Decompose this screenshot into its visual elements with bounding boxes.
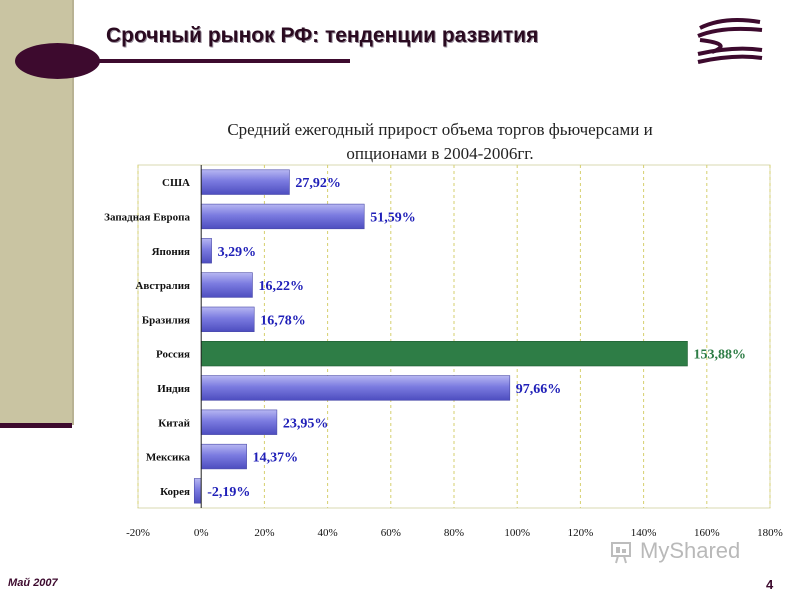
x-tick-label: 120%: [568, 527, 594, 539]
bar-0: [200, 169, 290, 195]
x-tick-label: 40%: [318, 527, 338, 539]
bar-8: [200, 443, 247, 470]
data-label: 27,92%: [295, 176, 341, 191]
x-tick-label: 140%: [631, 527, 657, 539]
data-label: 16,22%: [258, 279, 304, 294]
title-underline: [95, 59, 350, 63]
bar-9: [193, 478, 202, 504]
data-label: 153,88%: [693, 348, 746, 363]
bar-3: [200, 272, 253, 298]
bar-4: [200, 306, 255, 332]
category-label: Мексика: [146, 452, 191, 464]
sidebar-divider: [0, 423, 72, 428]
x-tick-label: 160%: [694, 527, 720, 539]
category-label: Япония: [152, 246, 190, 258]
category-label: Индия: [157, 383, 190, 395]
category-label: Корея: [160, 486, 190, 498]
x-tick-label: -20%: [126, 527, 150, 539]
category-label: Китай: [158, 417, 190, 429]
x-tick-label: 100%: [504, 527, 530, 539]
sidebar-edge: [72, 0, 74, 425]
data-label: -2,19%: [207, 485, 250, 500]
data-label: 14,37%: [253, 451, 298, 466]
data-label: 23,95%: [283, 416, 329, 431]
myshared-logo-icon: [611, 542, 631, 564]
category-label: Россия: [156, 349, 190, 361]
x-tick-label: 60%: [381, 527, 401, 539]
x-tick-label: 180%: [757, 527, 783, 539]
data-label: 97,66%: [516, 382, 562, 397]
category-label: США: [162, 177, 190, 189]
footer-date: Май 2007: [8, 577, 58, 589]
bar-5: [200, 341, 688, 367]
category-label: Австралия: [135, 280, 190, 292]
x-tick-label: 20%: [254, 527, 274, 539]
chart-title-line: Средний ежегодный прирост объема торгов …: [227, 120, 652, 139]
title-ellipse-decoration: [15, 43, 100, 79]
data-label: 16,78%: [260, 313, 306, 328]
bar-7: [200, 409, 278, 435]
slide-title: Срочный рынок РФ: тенденции развития: [106, 24, 539, 47]
x-tick-label: 80%: [444, 527, 464, 539]
page-number: 4: [766, 577, 774, 592]
bar-1: [200, 203, 365, 230]
chart-title-line: опционами в 2004-2006гг.: [346, 144, 533, 163]
category-label: Западная Европа: [104, 211, 190, 223]
category-label: Бразилия: [142, 314, 190, 326]
watermark-text: MyShared: [640, 538, 741, 563]
bar-2: [200, 238, 212, 264]
data-label: 3,29%: [218, 245, 257, 260]
data-label: 51,59%: [370, 210, 416, 225]
x-tick-label: 0%: [194, 527, 209, 539]
bar-6: [200, 375, 511, 401]
company-logo-icon: [697, 18, 763, 64]
